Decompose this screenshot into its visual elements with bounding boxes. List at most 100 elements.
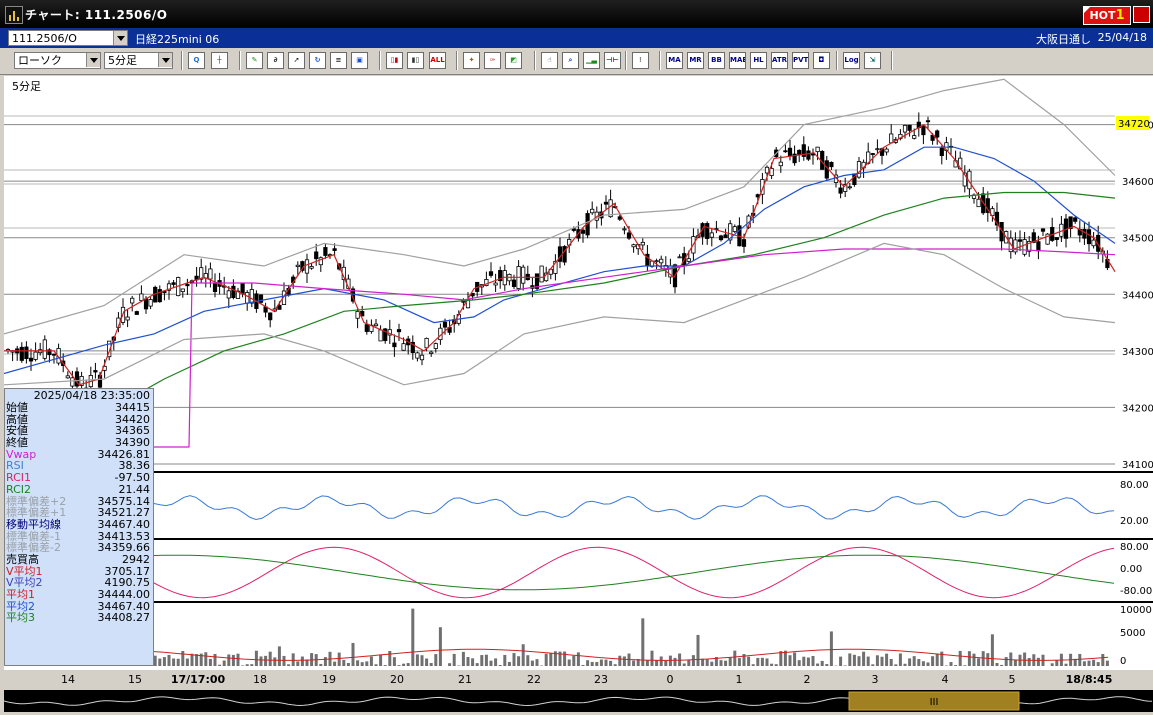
volume-bar: [650, 650, 654, 666]
ohlc-label: RCI1: [6, 471, 32, 485]
sub-axis-label: -80.00: [1120, 586, 1152, 597]
candle-body: [304, 259, 310, 274]
close-button[interactable]: [1133, 6, 1150, 23]
volume-bar: [190, 653, 194, 666]
palette-icon[interactable]: ◩: [505, 52, 522, 69]
scroll-navigator[interactable]: III: [3, 690, 1153, 712]
volume-bar: [949, 662, 953, 666]
chevron-down-icon[interactable]: [158, 53, 172, 67]
ohlc-value: 38.36: [118, 459, 151, 473]
wrench-icon[interactable]: ✑: [484, 52, 501, 69]
candle-body: [1073, 217, 1078, 222]
volume-bar: [254, 650, 258, 666]
scroll-thumb[interactable]: [848, 691, 1020, 711]
time-tick-label: 1: [735, 673, 743, 686]
symbol-code-select[interactable]: 111.2506/O: [8, 30, 128, 46]
candle-body: [677, 256, 682, 259]
volume-bar: [360, 662, 364, 666]
volume-bar: [894, 664, 898, 666]
volume-bar: [503, 654, 507, 666]
split-icon[interactable]: ⊣⊢: [604, 52, 621, 69]
ohlc-value: 34467.40: [97, 599, 151, 613]
bars-icon[interactable]: ▁▃: [583, 52, 600, 69]
volume-bar: [429, 662, 433, 666]
hot-label: HOT: [1089, 9, 1116, 22]
volume-bar: [921, 661, 925, 666]
bb-icon[interactable]: BB: [708, 52, 725, 69]
volume-bar: [241, 665, 245, 666]
mr-icon[interactable]: MR: [687, 52, 704, 69]
atr-icon[interactable]: ATR: [771, 52, 788, 69]
candle-body: [603, 201, 609, 205]
interval-select[interactable]: 5分足: [104, 52, 173, 69]
box-icon[interactable]: ◘: [813, 52, 830, 69]
candle-body: [792, 153, 797, 164]
chart-type-select[interactable]: ローソク: [14, 52, 101, 69]
candle-body: [498, 270, 503, 282]
volume-bar: [199, 653, 203, 666]
volume-bar: [337, 652, 341, 666]
settings-icon[interactable]: ✦: [463, 52, 480, 69]
link-icon[interactable]: ∂: [267, 52, 284, 69]
volume-bar: [218, 664, 222, 666]
volume-bar: [898, 653, 902, 666]
rotate-icon[interactable]: ↻: [309, 52, 326, 69]
hl-icon[interactable]: HL: [750, 52, 767, 69]
candles-a-icon[interactable]: ▯▮: [386, 52, 403, 69]
candle-body: [686, 258, 691, 262]
hot-badge[interactable]: HOT1: [1083, 6, 1131, 25]
volume-bar: [1036, 657, 1040, 666]
candle-body: [1027, 241, 1032, 252]
volume-bar: [632, 660, 636, 666]
volume-bar: [434, 654, 438, 666]
zoom-icon[interactable]: Q: [188, 52, 205, 69]
ohlc-row: 標準偏差-1 34413.53: [5, 530, 153, 543]
trash-icon[interactable]: ▣: [351, 52, 368, 69]
crosshair-icon[interactable]: ┼: [211, 52, 228, 69]
magnifier-icon[interactable]: ⌕: [562, 52, 579, 69]
ohlc-value: 34521.27: [97, 506, 151, 520]
candle-body: [51, 353, 57, 356]
candle-body: [562, 246, 567, 263]
info-icon[interactable]: !: [632, 52, 649, 69]
candle-body: [171, 282, 176, 285]
candle-body: [659, 258, 664, 264]
candle-body: [884, 148, 889, 153]
candle-body: [134, 311, 139, 315]
candles-b-icon[interactable]: ▮▯: [407, 52, 424, 69]
export-icon[interactable]: ⇲: [864, 52, 881, 69]
volume-bar: [714, 657, 718, 666]
chevron-down-icon[interactable]: [113, 31, 127, 45]
all-icon[interactable]: ALL: [429, 52, 446, 69]
candle-body: [212, 282, 218, 292]
chevron-down-icon[interactable]: [86, 53, 100, 67]
log-icon[interactable]: Log: [843, 52, 860, 69]
mae-icon[interactable]: MAE: [729, 52, 746, 69]
candle-body: [889, 133, 894, 144]
ohlc-row: RCI1 -97.50: [5, 472, 153, 484]
volume-bar: [940, 651, 944, 666]
candle-body: [1054, 237, 1059, 240]
volume-bar: [461, 651, 465, 666]
candle-body: [801, 144, 806, 157]
pen-icon[interactable]: ✎: [246, 52, 263, 69]
sub-axis-label: 10000: [1120, 605, 1152, 616]
volume-bar: [806, 657, 810, 666]
candle-body: [245, 292, 250, 304]
list-icon[interactable]: ≡: [330, 52, 347, 69]
candle-body: [139, 293, 144, 301]
volume-bar: [1013, 659, 1017, 666]
ohlc-label: 売買高: [6, 552, 39, 566]
ma-chart-icon[interactable]: MA: [666, 52, 683, 69]
volume-bar: [438, 627, 442, 666]
hand-icon[interactable]: ☝: [541, 52, 558, 69]
volume-bar: [595, 661, 599, 666]
candle-body: [925, 120, 931, 123]
price-chart[interactable]: 3480034700346003450034400343003420034100…: [4, 76, 1153, 670]
scroll-grip-icon[interactable]: III: [930, 697, 939, 708]
volume-bar: [213, 653, 217, 666]
candle-body: [590, 208, 595, 214]
pvt-icon[interactable]: PVT: [792, 52, 809, 69]
cursor-icon[interactable]: ➚: [288, 52, 305, 69]
volume-bar: [227, 654, 231, 666]
